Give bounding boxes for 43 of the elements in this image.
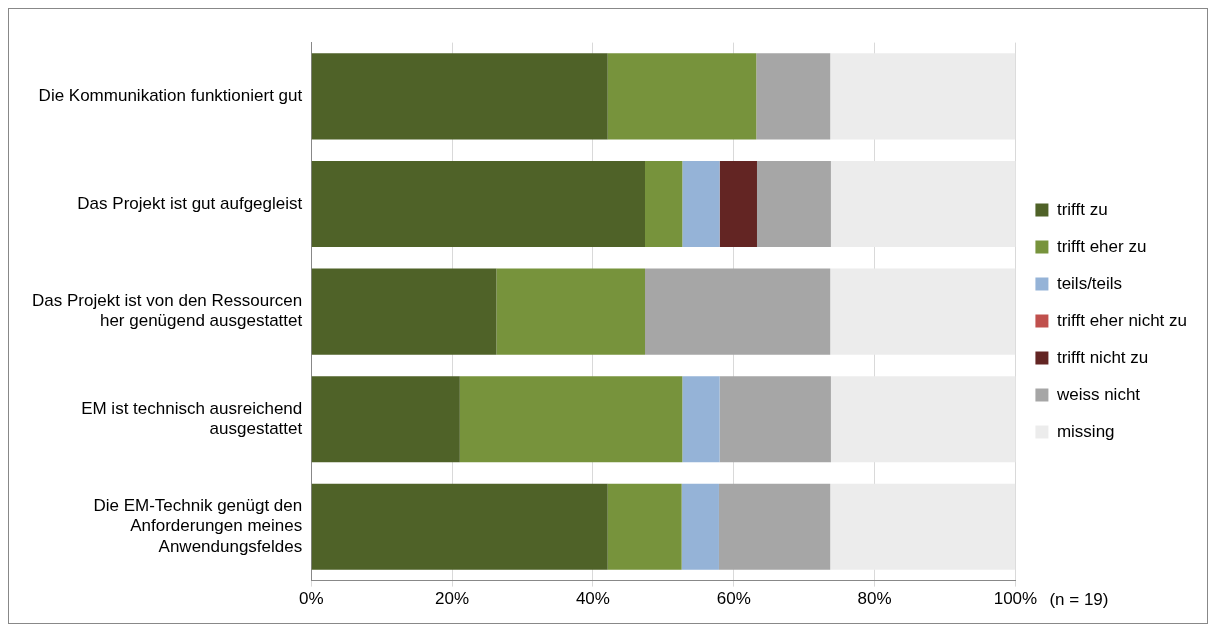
bar (682, 376, 720, 463)
bar (830, 376, 1016, 463)
y-tick-label: Das Projekt ist von den Ressourcen her genügend ausgestattet (31, 291, 303, 331)
bar (681, 483, 719, 570)
legend-label: missing (1056, 421, 1115, 441)
bar (719, 160, 757, 248)
legend-label: trifft eher zu (1056, 236, 1147, 256)
bar (719, 376, 831, 463)
x-tick-label: 40% (575, 589, 610, 609)
bar (830, 53, 1016, 140)
text: (n = 19) (1049, 590, 1109, 610)
bar (311, 376, 460, 463)
legend-label: teils/teils (1056, 273, 1123, 293)
bar (311, 268, 497, 355)
x-tick-label: 60% (716, 589, 751, 609)
legend-label: trifft zu (1056, 199, 1108, 219)
x-tick-label: 100% (993, 589, 1038, 609)
bar (459, 376, 683, 463)
bar (645, 268, 831, 355)
bar (756, 53, 831, 140)
x-tick-label: 0% (298, 589, 324, 609)
legend-label: weiss nicht (1055, 384, 1141, 404)
x-tick-label: 80% (857, 589, 892, 609)
bar (756, 160, 831, 248)
legend-label: trifft eher nicht zu (1056, 310, 1188, 330)
bar (645, 160, 683, 248)
x-tick-label: 20% (435, 589, 470, 609)
bar (311, 483, 608, 570)
legend-label: trifft nicht zu (1056, 347, 1149, 367)
bar (607, 483, 682, 570)
bar (830, 160, 1016, 248)
y-tick-label: Das Projekt ist gut aufgegleist (77, 193, 303, 213)
bar (830, 483, 1016, 570)
y-tick-label: EM ist technisch ausreichend ausgestattet (81, 398, 303, 439)
bar (718, 483, 831, 570)
bar (496, 268, 646, 355)
bar (311, 53, 608, 140)
bar (830, 268, 1016, 355)
bar (607, 53, 757, 140)
bar (682, 160, 720, 248)
bar (311, 160, 646, 248)
y-tick-label: Die Kommunikation funktioniert gut (38, 86, 303, 106)
y-tick-label: Die EM-Technik genügt den Anforderungen meines Anwendungsfeldes (93, 496, 303, 556)
